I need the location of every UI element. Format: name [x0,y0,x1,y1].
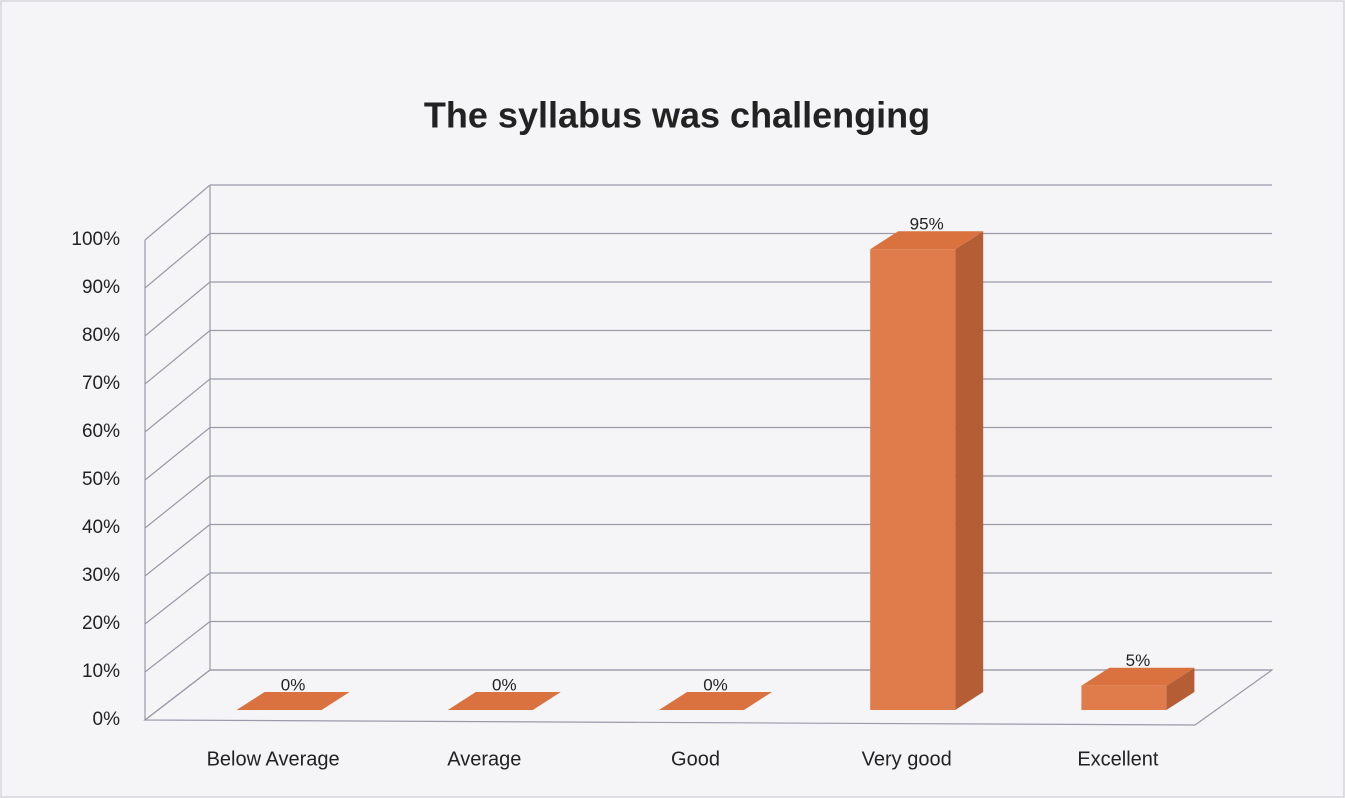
value-label: 5% [1126,651,1151,670]
bar [1081,685,1167,710]
value-label: 95% [910,215,944,234]
y-tick-label: 10% [82,661,120,682]
bar-side [1166,667,1195,710]
bar [870,249,956,710]
y-tick-label: 30% [82,565,120,586]
y-tick-label: 100% [71,229,120,250]
x-tick-label: Good [671,748,720,770]
bar-top [870,231,984,250]
bar-top [236,692,350,710]
value-label: 0% [492,675,517,694]
side-grid-line [144,184,211,241]
bar-top [1081,667,1195,686]
side-grid-line [144,330,211,385]
side-grid-line [144,524,211,577]
y-tick-label: 50% [82,469,120,490]
y-tick-label: 70% [82,373,120,394]
chart-title: The syllabus was challenging [424,95,930,136]
bar-top [447,692,561,710]
side-grid-line [144,378,211,433]
side-grid-line [144,572,211,625]
side-grid-line [144,427,211,481]
y-tick-label: 20% [82,613,120,634]
side-grid-line [144,233,211,289]
side-grid-line [144,475,211,529]
value-label: 0% [703,675,728,694]
bar-top [659,692,772,710]
y-tick-label: 0% [93,709,121,730]
side-grid-line [144,669,211,721]
x-tick-label: Below Average [207,748,340,770]
x-tick-label: Average [447,748,521,770]
value-label: 0% [281,675,306,694]
x-tick-label: Excellent [1077,748,1159,770]
x-tick-label: Very good [862,748,952,770]
bar-side [955,231,984,710]
y-tick-label: 90% [82,277,120,298]
side-grid-line [144,281,211,337]
y-tick-label: 60% [82,421,120,442]
y-tick-label: 40% [82,517,120,538]
side-grid-line [144,621,211,673]
y-tick-label: 80% [82,325,120,346]
